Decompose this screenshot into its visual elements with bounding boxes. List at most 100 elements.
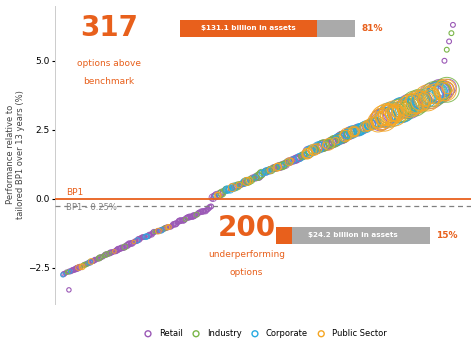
Point: [392, 110, 400, 116]
Point: [224, 187, 231, 193]
Point: [382, 113, 390, 118]
Point: [111, 248, 119, 254]
Point: [245, 178, 253, 183]
Point: [309, 147, 317, 153]
Point: [62, 270, 69, 276]
Point: [247, 177, 254, 183]
Point: [133, 238, 140, 244]
Point: [437, 88, 445, 94]
Point: [304, 149, 312, 155]
Point: [241, 179, 249, 185]
Point: [281, 161, 288, 167]
Point: [188, 214, 196, 219]
Point: [367, 121, 375, 126]
Point: [73, 265, 80, 271]
Point: [91, 257, 99, 263]
Point: [170, 221, 178, 227]
Point: [83, 261, 90, 267]
Point: [333, 137, 341, 142]
Point: [365, 122, 372, 128]
Point: [75, 265, 83, 270]
Point: [171, 221, 179, 227]
Point: [437, 88, 445, 94]
Point: [155, 228, 163, 234]
Point: [195, 209, 203, 215]
Point: [394, 109, 401, 115]
Point: [221, 187, 229, 193]
Point: [235, 182, 242, 188]
Point: [254, 174, 262, 179]
Point: [301, 152, 309, 158]
Point: [366, 122, 374, 127]
Point: [282, 160, 290, 165]
Point: [220, 187, 228, 193]
Point: [295, 155, 303, 160]
Point: [446, 30, 454, 36]
Point: [435, 88, 442, 94]
Point: [220, 189, 228, 194]
Point: [135, 237, 142, 242]
Point: [201, 208, 209, 214]
Point: [209, 194, 217, 199]
Point: [165, 224, 172, 230]
Point: [130, 239, 138, 245]
Point: [171, 221, 178, 227]
Point: [246, 177, 254, 183]
Point: [289, 157, 297, 163]
Point: [329, 139, 337, 144]
Point: [386, 112, 393, 117]
Point: [241, 179, 248, 185]
Point: [276, 164, 283, 169]
Point: [418, 97, 426, 103]
Point: [204, 206, 212, 212]
Point: [63, 269, 71, 275]
Point: [431, 90, 438, 96]
Point: [143, 233, 151, 239]
Text: $131.1 billion in assets: $131.1 billion in assets: [201, 25, 296, 31]
Point: [401, 106, 409, 111]
Point: [186, 214, 193, 220]
Point: [434, 89, 441, 95]
Point: [96, 255, 104, 260]
Point: [136, 236, 143, 242]
Point: [195, 210, 202, 216]
Point: [166, 224, 174, 230]
Point: [427, 93, 435, 99]
FancyBboxPatch shape: [179, 20, 317, 37]
Point: [368, 121, 376, 126]
Point: [253, 174, 261, 179]
Point: [159, 226, 167, 232]
Point: [106, 250, 113, 256]
Point: [94, 256, 101, 262]
Point: [60, 271, 67, 277]
Point: [118, 245, 125, 251]
Point: [199, 209, 207, 214]
Point: [206, 204, 213, 209]
Point: [270, 165, 278, 171]
Point: [310, 147, 317, 153]
Point: [121, 243, 129, 249]
Point: [347, 129, 355, 135]
Point: [149, 230, 157, 236]
Point: [322, 142, 330, 148]
Point: [121, 244, 129, 250]
Point: [285, 159, 292, 165]
Point: [134, 237, 142, 242]
Text: options: options: [229, 268, 263, 277]
Point: [280, 162, 288, 168]
Point: [216, 191, 224, 197]
Point: [87, 258, 95, 264]
Point: [411, 100, 419, 106]
Point: [372, 119, 379, 125]
Point: [112, 248, 120, 253]
Point: [315, 144, 323, 150]
Point: [81, 261, 89, 267]
Point: [341, 133, 348, 139]
Point: [420, 96, 428, 102]
Point: [131, 238, 139, 244]
Point: [443, 85, 450, 91]
Point: [120, 245, 128, 250]
Point: [391, 110, 398, 116]
Point: [402, 106, 409, 111]
Point: [358, 125, 366, 130]
